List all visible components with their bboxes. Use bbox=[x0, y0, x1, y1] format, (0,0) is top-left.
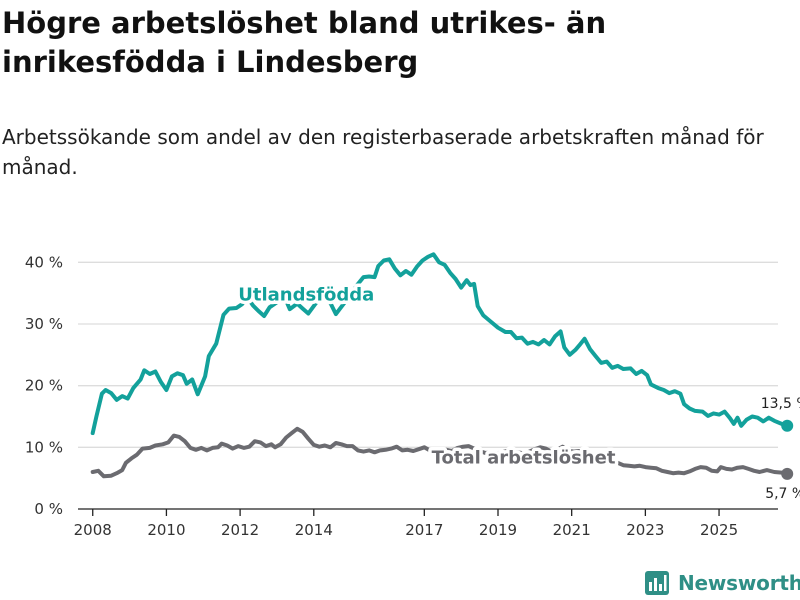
end-value-utlandsfodda: 13,5 % bbox=[761, 396, 800, 412]
line-chart: 0 % 10 % 20 % 30 % 40 % 2008 2010 2012 2014 2017… bbox=[25, 252, 800, 539]
x-tick-label: 2023 bbox=[626, 521, 664, 539]
end-value-total: 5,7 % bbox=[765, 486, 800, 502]
y-tick-label: 40 % bbox=[25, 253, 63, 271]
x-tick-label: 2014 bbox=[295, 521, 333, 539]
x-tick-label: 2010 bbox=[147, 521, 185, 539]
series-end-marker bbox=[781, 467, 794, 480]
y-tick-label: 0 % bbox=[34, 500, 63, 518]
brand-logo[interactable]: Newsworthy bbox=[644, 569, 800, 597]
series-end-marker bbox=[781, 419, 794, 432]
y-axis: 0 % 10 % 20 % 30 % 40 % bbox=[25, 253, 63, 518]
y-tick-label: 20 % bbox=[25, 377, 63, 395]
chart-subtitle: Arbetssökande som andel av den registerb… bbox=[2, 125, 764, 179]
series-label-utlandsfodda: Utlandsfödda bbox=[238, 285, 374, 306]
y-tick-label: 10 % bbox=[25, 438, 63, 456]
gridlines bbox=[78, 261, 778, 448]
x-tick-label: 2017 bbox=[405, 521, 443, 539]
x-tick-label: 2012 bbox=[221, 521, 259, 539]
chart-title: Högre arbetslöshet bland utrikes- än inr… bbox=[2, 6, 607, 79]
x-tick-label: 2008 bbox=[74, 521, 112, 539]
brand-name: Newsworthy bbox=[678, 571, 800, 595]
bar-chart-logo-icon bbox=[645, 571, 669, 595]
x-axis: 2008 2010 2012 2014 2017 2019 2021 2023 2025 bbox=[74, 508, 778, 539]
x-tick-label: 2025 bbox=[700, 521, 738, 539]
series-line-total bbox=[90, 426, 790, 479]
series bbox=[90, 252, 794, 480]
y-tick-label: 30 % bbox=[25, 315, 63, 333]
series-labels: Utlandsfödda Total arbetslöshet 13,5 % 5,7 … bbox=[235, 281, 800, 504]
x-tick-label: 2021 bbox=[553, 521, 591, 539]
x-tick-label: 2019 bbox=[479, 521, 517, 539]
series-line-utlandsfodda bbox=[90, 252, 790, 436]
series-label-total: Total arbetslöshet bbox=[432, 447, 616, 468]
